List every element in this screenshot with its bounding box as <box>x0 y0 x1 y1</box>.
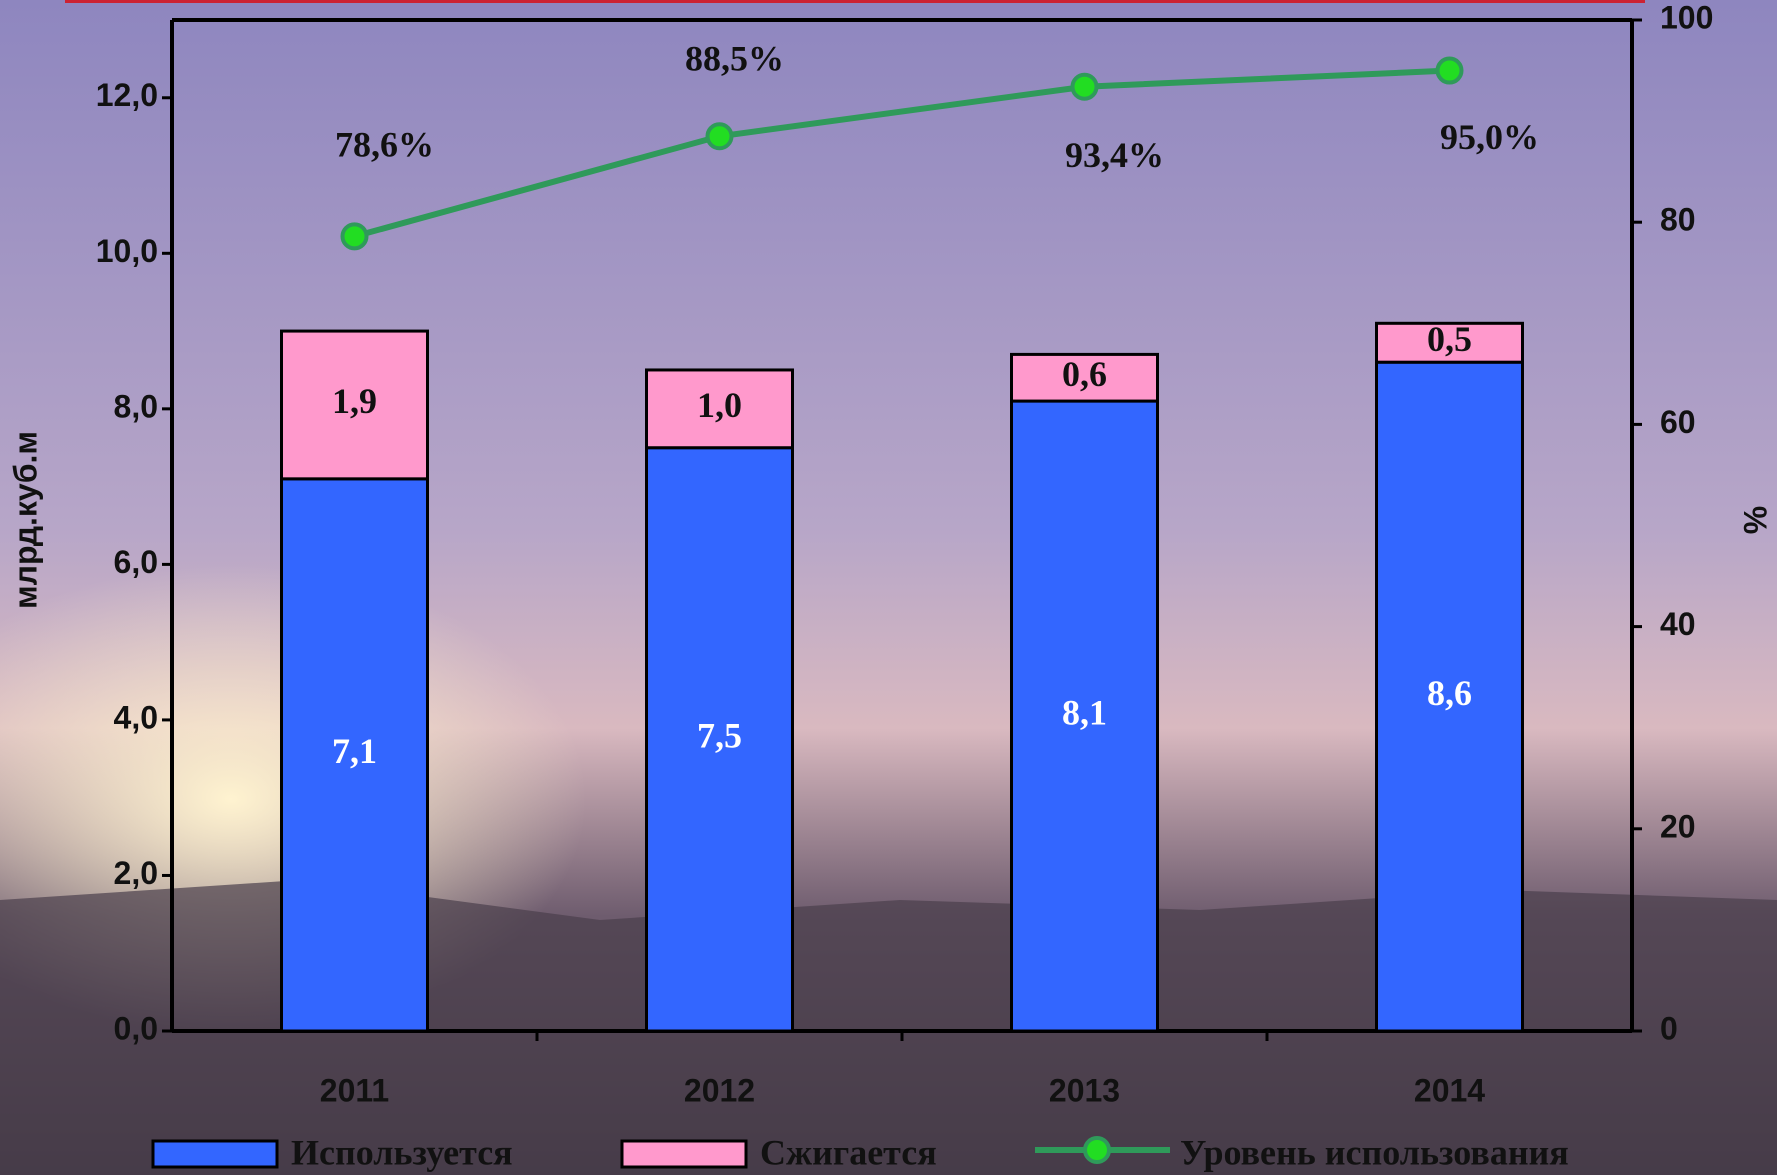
bar-value-label: 8,6 <box>1427 673 1472 713</box>
line-value-label: 78,6% <box>335 125 434 165</box>
bar-value-label: 7,1 <box>332 731 377 771</box>
y2-tick-label: 40 <box>1660 606 1696 642</box>
y-tick-label: 2,0 <box>114 855 158 891</box>
legend-swatch <box>153 1141 277 1167</box>
chart: млрд.куб.м % 0,0 2,0 4,0 6,0 8,0 10,0 12,0 0 20 4… <box>0 0 1777 1175</box>
y2-tick-label: 100 <box>1660 0 1713 35</box>
y2-tick-label: 0 <box>1660 1010 1678 1046</box>
line-value-label: 93,4% <box>1065 135 1164 175</box>
y2-tick-label: 80 <box>1660 202 1696 238</box>
bar-value-label: 0,6 <box>1062 354 1107 394</box>
line-marker <box>1073 75 1097 99</box>
line-marker <box>708 124 732 148</box>
y-tick-label: 0,0 <box>114 1010 158 1046</box>
bar-value-label: 1,0 <box>697 385 742 425</box>
x-tick-label: 2012 <box>684 1072 755 1108</box>
y-tick-label: 4,0 <box>114 699 158 735</box>
x-tick-label: 2013 <box>1049 1072 1120 1108</box>
bar-value-label: 7,5 <box>697 716 742 756</box>
x-tick-label: 2014 <box>1414 1072 1485 1108</box>
line-marker <box>343 224 367 248</box>
y2-axis-label: % <box>1737 506 1773 534</box>
bar-value-label: 1,9 <box>332 381 377 421</box>
line-value-label: 95,0% <box>1440 117 1539 157</box>
legend-label: Используется <box>291 1132 513 1172</box>
y-axis-label: млрд.куб.м <box>7 431 43 609</box>
bar-value-label: 0,5 <box>1427 319 1472 359</box>
page: млрд.куб.м % 0,0 2,0 4,0 6,0 8,0 10,0 12,0 0 20 4… <box>0 0 1777 1175</box>
legend-label: Сжигается <box>760 1132 937 1172</box>
y-tick-label: 10,0 <box>96 233 158 269</box>
x-tick-label: 2011 <box>320 1072 389 1108</box>
legend-swatch <box>622 1141 746 1167</box>
bar-value-label: 8,1 <box>1062 692 1107 732</box>
y-tick-label: 12,0 <box>96 77 158 113</box>
line-value-label: 88,5% <box>685 39 784 79</box>
y-tick-label: 8,0 <box>114 388 158 424</box>
line-marker <box>1438 59 1462 83</box>
y2-tick-label: 60 <box>1660 404 1696 440</box>
y2-tick-label: 20 <box>1660 808 1696 844</box>
top-rule <box>65 0 1645 3</box>
legend-label: Уровень использования <box>1180 1132 1569 1172</box>
legend-marker <box>1085 1138 1109 1162</box>
y-tick-label: 6,0 <box>114 544 158 580</box>
